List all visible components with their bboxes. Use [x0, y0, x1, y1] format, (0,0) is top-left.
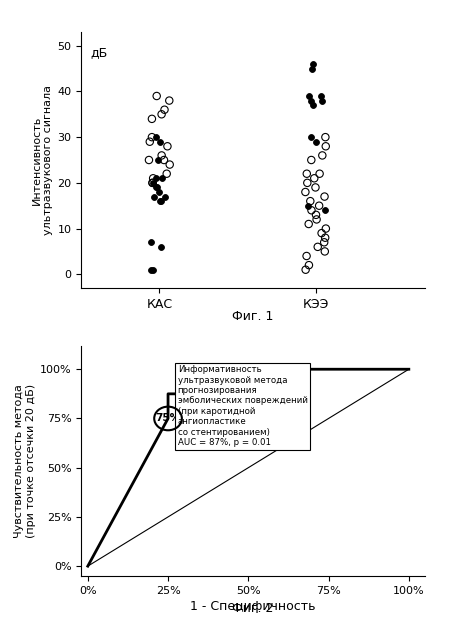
Point [313, 242, 321, 252]
Point [309, 59, 317, 69]
Point [303, 178, 310, 188]
Point [163, 141, 170, 152]
Point [152, 132, 159, 142]
Point [303, 168, 310, 179]
Point [163, 168, 170, 179]
Point [311, 182, 318, 193]
Point [152, 182, 159, 193]
Point [304, 260, 312, 270]
Point [149, 178, 156, 188]
Point [166, 159, 173, 170]
Point [146, 136, 153, 147]
Point [155, 187, 162, 197]
Point [147, 237, 154, 248]
Point [322, 141, 329, 152]
Point [304, 200, 311, 211]
Point [157, 196, 165, 206]
Point [148, 132, 155, 142]
Point [312, 214, 319, 225]
Point [160, 155, 167, 165]
Point [157, 109, 165, 120]
Point [161, 104, 168, 115]
Point [318, 150, 325, 161]
Point [308, 63, 315, 74]
Point [321, 132, 328, 142]
Point [147, 264, 155, 275]
Point [321, 232, 328, 243]
Text: Фиг. 1: Фиг. 1 [232, 310, 273, 323]
Point [321, 246, 328, 257]
Point [312, 136, 319, 147]
Point [148, 114, 155, 124]
Point [320, 205, 327, 216]
Point [150, 191, 157, 202]
Point [318, 95, 325, 106]
Point [310, 173, 317, 184]
Point [149, 173, 156, 184]
Point [317, 228, 324, 238]
Point [153, 182, 160, 193]
Point [308, 100, 316, 110]
Text: Фиг. 2: Фиг. 2 [232, 602, 273, 614]
Point [148, 178, 156, 188]
Point [166, 95, 173, 106]
Text: 75%: 75% [155, 413, 180, 424]
Point [307, 155, 314, 165]
Point [301, 187, 308, 197]
Point [315, 168, 322, 179]
Point [153, 91, 160, 101]
Point [307, 132, 314, 142]
Point [322, 223, 329, 234]
Point [145, 155, 152, 165]
Point [302, 251, 309, 261]
Point [307, 95, 314, 106]
Point [320, 237, 327, 248]
Y-axis label: Интенсивность
ультразвукового сигнала: Интенсивность ультразвукового сигнала [32, 85, 53, 235]
Point [161, 191, 168, 202]
Point [320, 191, 327, 202]
Point [315, 200, 322, 211]
Point [304, 219, 312, 229]
X-axis label: 1 - Специфичность: 1 - Специфичность [190, 600, 315, 613]
Point [149, 264, 156, 275]
Point [157, 242, 165, 252]
Text: Информативность
ультразвуковой метода
прогнозирования
эмболических повреждений
(: Информативность ультразвуковой метода пр… [177, 365, 307, 447]
Point [301, 264, 308, 275]
Point [148, 178, 156, 188]
Point [304, 91, 312, 101]
Point [156, 136, 163, 147]
Point [152, 173, 159, 184]
Point [156, 196, 163, 206]
Text: дБ: дБ [91, 45, 108, 59]
Point [157, 173, 165, 184]
Point [306, 196, 313, 206]
Point [317, 91, 324, 101]
Point [158, 150, 165, 161]
Point [154, 155, 161, 165]
Y-axis label: Чувствительность метода
(при точке отсечки 20 дБ): Чувствительность метода (при точке отсеч… [14, 384, 36, 538]
Point [307, 205, 314, 216]
Point [312, 210, 319, 220]
